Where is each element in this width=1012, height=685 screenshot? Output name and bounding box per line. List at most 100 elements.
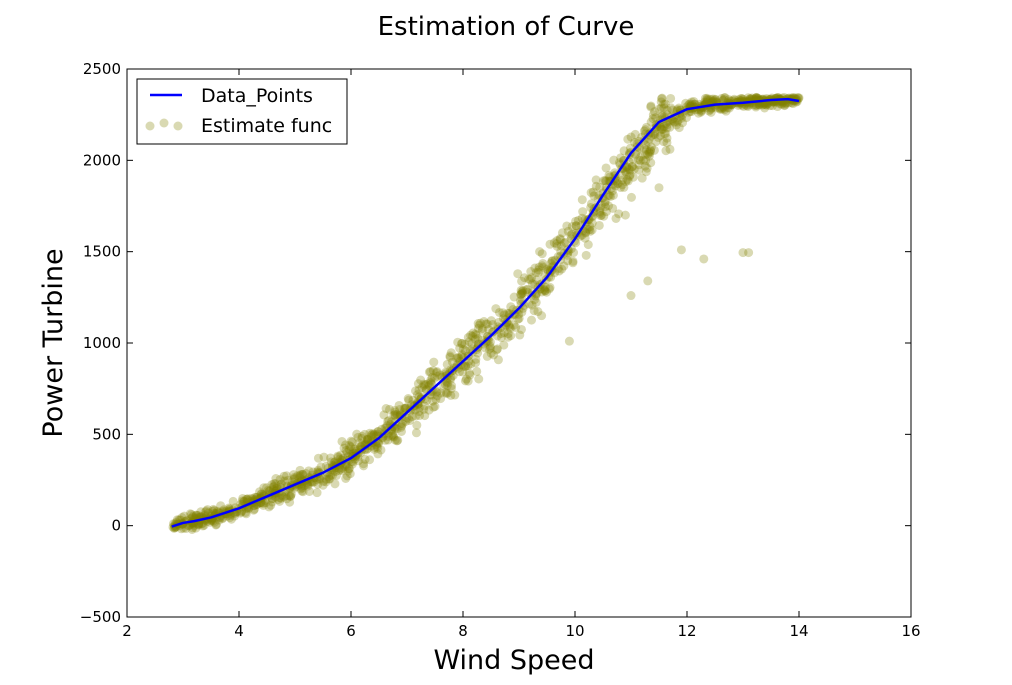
scatter-point	[743, 101, 753, 111]
scatter-point	[340, 462, 350, 472]
scatter-point	[567, 222, 577, 232]
scatter-point	[659, 99, 669, 109]
scatter-point	[466, 330, 476, 340]
y-tick-label: 500	[92, 425, 121, 443]
scatter-point	[341, 440, 351, 450]
scatter-point	[383, 435, 393, 445]
scatter-point	[226, 514, 236, 524]
scatter-point	[509, 320, 519, 330]
scatter-point	[608, 203, 618, 213]
scatter-point	[388, 431, 398, 441]
scatter-point	[420, 401, 430, 411]
scatter-point	[535, 247, 545, 257]
scatter-point	[315, 474, 325, 484]
scatter-point	[720, 105, 730, 115]
legend: Data_Points Estimate func	[136, 78, 348, 145]
scatter-point	[780, 100, 790, 110]
scatter-point	[289, 470, 299, 480]
scatter-point	[214, 515, 224, 525]
scatter-point	[503, 329, 513, 339]
scatter-point	[642, 163, 652, 173]
scatter-point	[177, 513, 187, 522]
scatter-point	[537, 311, 547, 321]
scatter-point	[335, 454, 345, 464]
scatter-point	[419, 404, 429, 414]
scatter-point	[604, 191, 614, 200]
scatter-point	[446, 390, 456, 400]
scatter-point	[321, 474, 331, 484]
scatter-point	[499, 328, 509, 338]
scatter-point	[373, 449, 383, 459]
scatter-point	[656, 124, 666, 134]
scatter-point	[399, 403, 409, 413]
scatter-point	[369, 429, 379, 439]
scatter-point	[446, 383, 456, 393]
scatter-point	[475, 318, 485, 328]
scatter-point	[334, 465, 344, 475]
scatter-point	[277, 491, 287, 501]
legend-scatter-dot	[159, 118, 169, 128]
scatter-point	[669, 116, 679, 126]
scatter-point	[577, 195, 587, 205]
scatter-point	[646, 102, 656, 112]
scatter-point	[717, 104, 727, 114]
scatter-point	[626, 192, 636, 202]
scatter-point	[665, 144, 675, 154]
scatter-point	[350, 448, 360, 458]
scatter-point	[529, 306, 539, 316]
x-tick-label: 16	[901, 622, 920, 640]
scatter-point	[193, 519, 203, 529]
scatter-point	[432, 391, 442, 401]
scatter-point	[569, 248, 579, 258]
scatter-point	[411, 411, 421, 421]
scatter-point	[671, 120, 681, 130]
scatter-point	[643, 149, 653, 159]
scatter-point	[470, 329, 480, 339]
scatter-point	[392, 436, 402, 446]
scatter-point	[755, 100, 765, 110]
scatter-point	[623, 134, 633, 144]
scatter-point	[687, 97, 697, 107]
scatter-point	[358, 459, 368, 469]
scatter-point	[521, 285, 531, 295]
scatter-point	[350, 444, 360, 454]
scatter-point	[646, 117, 656, 127]
scatter-point	[205, 517, 215, 527]
scatter-point	[259, 498, 269, 508]
scatter-point	[662, 133, 672, 143]
scatter-point	[467, 339, 477, 349]
scatter-point	[532, 275, 542, 285]
scatter-point	[474, 320, 484, 330]
scatter-point	[344, 464, 354, 474]
scatter-point	[779, 101, 789, 111]
scatter-point	[304, 486, 314, 496]
scatter-point	[208, 504, 218, 514]
scatter-point	[666, 103, 676, 113]
scatter-point	[242, 494, 252, 504]
scatter-point	[344, 441, 354, 451]
scatter-point	[448, 357, 457, 367]
scatter-point	[645, 148, 655, 158]
scatter-point	[780, 98, 790, 108]
scatter-point	[486, 316, 496, 326]
scatter-point	[271, 479, 281, 489]
scatter-point	[430, 373, 440, 383]
scatter-point	[678, 118, 688, 128]
scatter-point	[702, 95, 712, 105]
scatter-point	[520, 273, 530, 283]
scatter-point	[309, 477, 319, 487]
scatter-point	[396, 422, 406, 432]
scatter-point	[194, 510, 204, 520]
scatter-point	[702, 93, 712, 103]
scatter-point	[672, 117, 682, 127]
scatter-point	[639, 155, 648, 165]
scatter-point	[408, 395, 418, 405]
scatter-point	[209, 505, 219, 515]
scatter-point	[255, 487, 265, 497]
scatter-point	[659, 122, 669, 132]
scatter-point	[236, 507, 246, 517]
scatter-point	[303, 481, 313, 491]
scatter-point	[503, 332, 513, 342]
scatter-point	[483, 332, 493, 342]
